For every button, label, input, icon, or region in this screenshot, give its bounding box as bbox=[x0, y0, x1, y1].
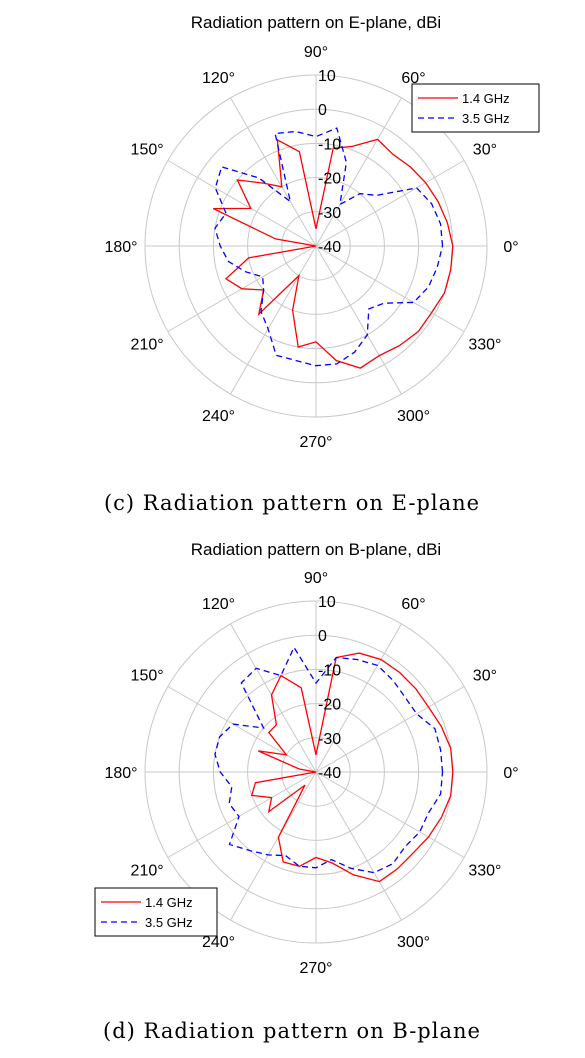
angle-tick-label: 90° bbox=[304, 44, 328, 61]
grid-spoke bbox=[315, 686, 465, 773]
grid-spoke bbox=[167, 160, 317, 247]
legend-label-1-4ghz: 1.4 GHz bbox=[462, 91, 510, 106]
e-plane-grid bbox=[144, 74, 488, 418]
e-plane-panel: Radiation pattern on E-plane, dBi 0° 30° 6… bbox=[104, 13, 540, 515]
series-line-3-5-ghz bbox=[214, 646, 444, 874]
angle-tick-label: 150° bbox=[131, 668, 164, 685]
radial-tick-label: -10 bbox=[318, 662, 341, 679]
legend-label-3-5ghz: 3.5 GHz bbox=[462, 111, 510, 126]
b-plane-caption: (d) Radiation pattern on B-plane bbox=[103, 1019, 481, 1043]
angle-tick-label: 0° bbox=[503, 765, 518, 782]
radial-tick-label: 0 bbox=[318, 102, 327, 119]
angle-tick-label: 180° bbox=[104, 765, 137, 782]
series-line-3-5-ghz bbox=[214, 127, 444, 367]
radial-tick-label: 0 bbox=[318, 628, 327, 645]
legend-box bbox=[94, 887, 218, 937]
angle-tick-label: 150° bbox=[131, 142, 164, 159]
angle-tick-label: 270° bbox=[299, 434, 332, 451]
series-line-1-4-ghz bbox=[212, 138, 454, 369]
grid-spoke bbox=[167, 686, 317, 773]
radial-tick-label: 10 bbox=[318, 594, 336, 611]
legend-label-3-5ghz: 3.5 GHz bbox=[145, 915, 193, 930]
angle-tick-label: 300° bbox=[397, 408, 430, 425]
grid-spoke bbox=[315, 245, 465, 332]
grid-spoke bbox=[315, 245, 402, 395]
b-plane-legend: 1.4 GHz 3.5 GHz bbox=[94, 887, 218, 937]
radial-tick-label: -10 bbox=[318, 136, 341, 153]
angle-tick-label: 60° bbox=[401, 596, 425, 613]
grid-spoke bbox=[315, 97, 402, 247]
angle-tick-label: 240° bbox=[202, 408, 235, 425]
grid-spoke bbox=[230, 623, 317, 773]
b-plane-title: Radiation pattern on B-plane, dBi bbox=[191, 540, 441, 559]
radial-tick-label: -30 bbox=[318, 205, 341, 222]
angle-tick-label: 60° bbox=[401, 70, 425, 87]
legend-label-1-4ghz: 1.4 GHz bbox=[145, 895, 193, 910]
radial-tick-label: -40 bbox=[318, 765, 341, 782]
b-plane-panel: Radiation pattern on B-plane, dBi 0° 30° 6… bbox=[0, 530, 585, 1058]
grid-spoke bbox=[230, 771, 317, 921]
b-plane-series bbox=[214, 646, 454, 883]
grid-spoke bbox=[315, 771, 465, 858]
angle-tick-label: 180° bbox=[104, 239, 137, 256]
legend-box bbox=[411, 83, 540, 133]
radial-tick-label: -20 bbox=[318, 171, 341, 188]
radial-tick-label: -30 bbox=[318, 731, 341, 748]
angle-tick-label: 90° bbox=[304, 570, 328, 587]
b-plane-labels: 0° 30° 60° 90° 120° 150° 180° 210° 240° 270° 300° 3… bbox=[104, 570, 518, 977]
grid-spoke bbox=[230, 245, 317, 395]
angle-tick-label: 330° bbox=[468, 337, 501, 354]
angle-tick-label: 120° bbox=[202, 70, 235, 87]
angle-tick-label: 300° bbox=[397, 934, 430, 951]
angle-tick-label: 210° bbox=[131, 337, 164, 354]
grid-spoke bbox=[315, 623, 402, 773]
radial-tick-label: 10 bbox=[318, 68, 336, 85]
angle-tick-label: 270° bbox=[299, 960, 332, 977]
grid-spoke bbox=[230, 97, 317, 247]
grid-spoke bbox=[167, 771, 317, 858]
series-line-1-4-ghz bbox=[250, 652, 454, 883]
radial-tick-label: -40 bbox=[318, 239, 341, 256]
angle-tick-label: 120° bbox=[202, 596, 235, 613]
e-plane-caption: (c) Radiation pattern on E-plane bbox=[104, 491, 480, 515]
e-plane-chart: Radiation pattern on E-plane, dBi 0° 30° 6… bbox=[104, 13, 540, 515]
e-plane-series bbox=[212, 127, 454, 369]
angle-tick-label: 0° bbox=[503, 239, 518, 256]
b-plane-grid bbox=[144, 600, 488, 944]
e-plane-labels: 0° 30° 60° 90° 120° 150° 180° 210° 240° 270° 300° 3… bbox=[104, 44, 518, 451]
e-plane-title: Radiation pattern on E-plane, dBi bbox=[191, 13, 441, 32]
grid-spoke bbox=[315, 771, 402, 921]
b-plane-chart: Radiation pattern on B-plane, dBi 0° 30° 6… bbox=[94, 540, 519, 1043]
e-plane-legend: 1.4 GHz 3.5 GHz bbox=[411, 83, 540, 133]
angle-tick-label: 210° bbox=[131, 863, 164, 880]
angle-tick-label: 30° bbox=[473, 668, 497, 685]
angle-tick-label: 240° bbox=[202, 934, 235, 951]
angle-tick-label: 30° bbox=[473, 142, 497, 159]
angle-tick-label: 330° bbox=[468, 863, 501, 880]
radial-tick-label: -20 bbox=[318, 697, 341, 714]
grid-spoke bbox=[315, 160, 465, 247]
